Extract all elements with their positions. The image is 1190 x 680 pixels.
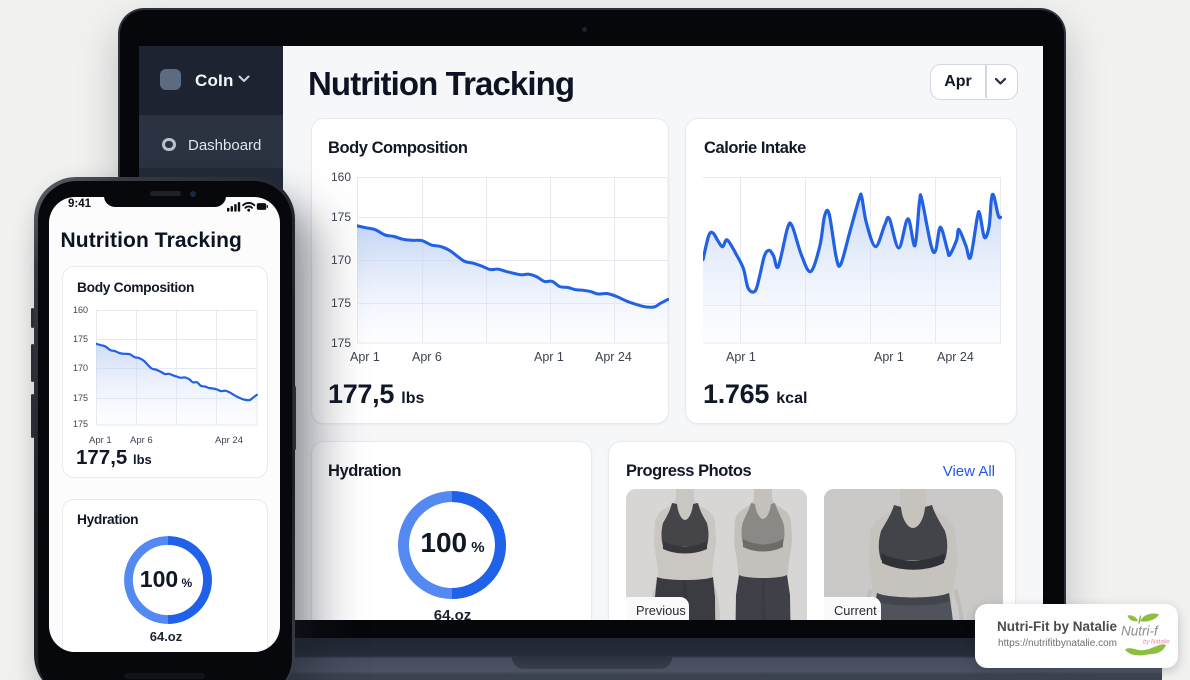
svg-text:Nutri-f: Nutri-f [1121,624,1159,639]
svg-text:by Natalie: by Natalie [1143,640,1170,646]
